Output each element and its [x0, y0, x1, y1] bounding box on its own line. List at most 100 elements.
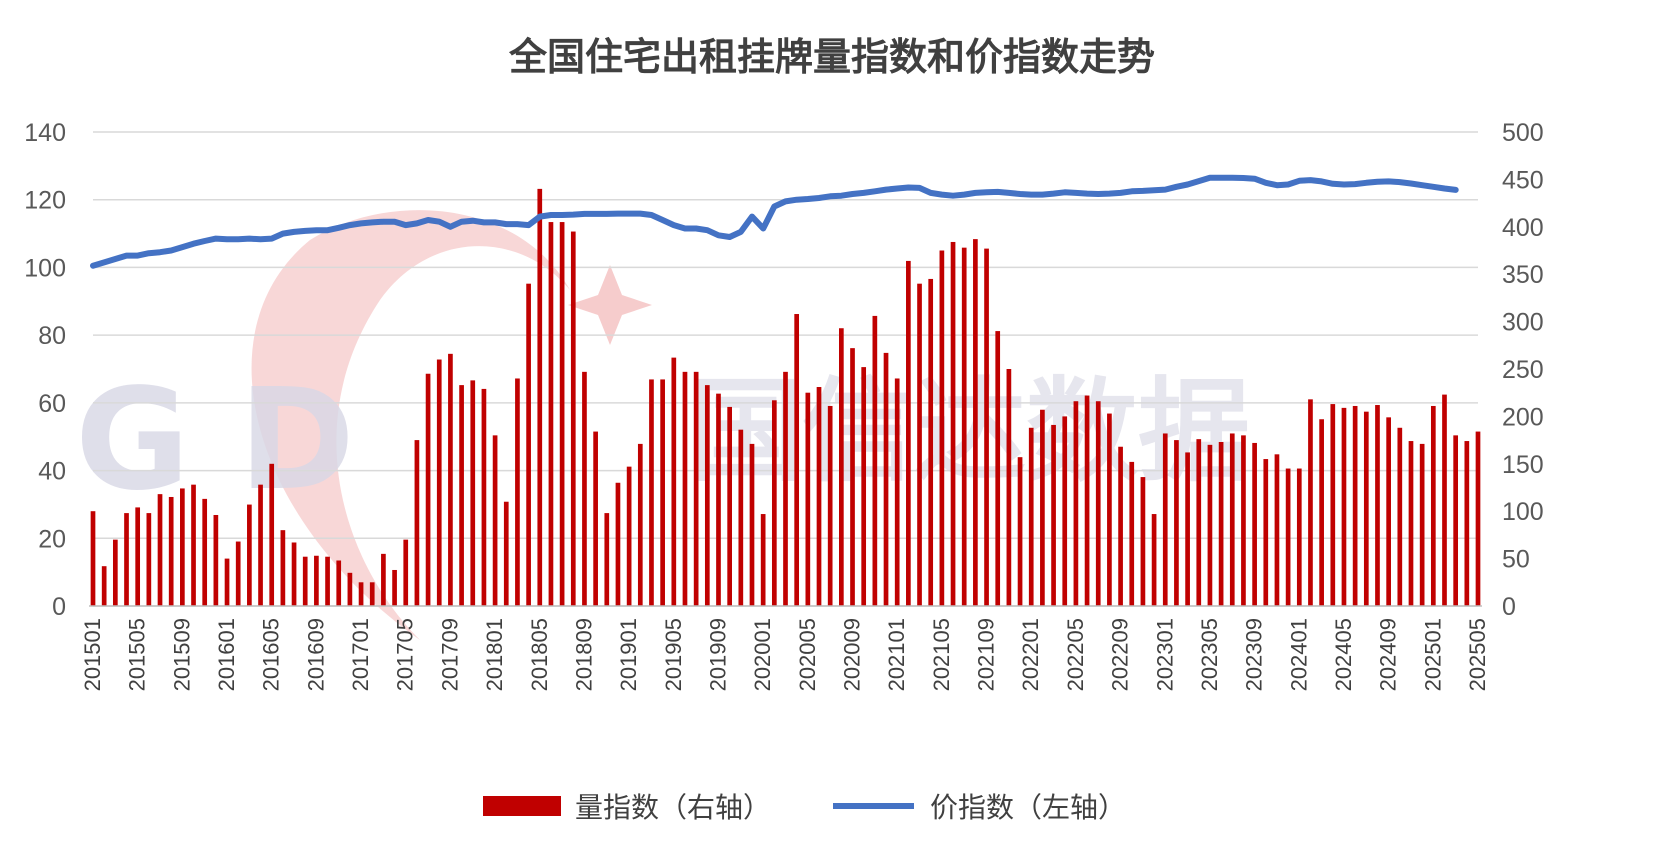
right-axis-tick: 50: [1502, 546, 1530, 574]
x-axis-tick: 202401: [1286, 618, 1311, 691]
bar: [492, 435, 498, 606]
x-axis-tick: 202505: [1465, 618, 1490, 691]
bar: [224, 558, 230, 606]
left-axis-tick: 120: [24, 187, 66, 215]
bar: [1285, 468, 1291, 606]
axis-layer: 0 20 40 60 80 100 120 140 0 50 100 150 200 250 300 350 4…: [24, 119, 1543, 691]
bar: [1006, 369, 1012, 606]
bar: [883, 352, 889, 606]
bar: [124, 513, 129, 606]
bar: [850, 348, 855, 606]
bar: [939, 250, 945, 606]
bar: [1375, 405, 1380, 606]
bar: [1296, 468, 1302, 606]
bar: [1319, 419, 1324, 606]
right-axis-tick: 200: [1502, 403, 1544, 431]
bar: [604, 513, 610, 606]
x-axis-tick: 201601: [214, 618, 239, 691]
bar: [738, 429, 744, 606]
left-axis-tick: 0: [52, 593, 66, 621]
bar: [1274, 454, 1280, 606]
bar: [693, 371, 699, 606]
x-axis-tick: 201809: [571, 618, 596, 691]
bar: [649, 379, 654, 606]
bar: [973, 239, 978, 606]
bar: [157, 494, 163, 606]
x-axis-tick: 202105: [929, 618, 954, 691]
x-axis-tick: 201705: [393, 618, 418, 691]
bar: [928, 278, 934, 606]
right-axis-tick: 300: [1502, 309, 1544, 337]
bar: [180, 488, 185, 606]
bar: [392, 569, 397, 606]
right-axis-tick: 400: [1502, 214, 1544, 242]
bar: [358, 582, 364, 606]
bar: [716, 393, 721, 606]
bar: [146, 513, 152, 606]
bar: [794, 314, 800, 606]
bar: [258, 484, 263, 606]
x-axis-tick: 201905: [661, 618, 686, 691]
bar: [1218, 441, 1224, 606]
bar: [704, 385, 710, 606]
bar: [135, 507, 141, 606]
x-axis-tick: 201509: [169, 618, 194, 691]
bar: [1453, 435, 1459, 606]
x-axis-tick: 202205: [1063, 618, 1088, 691]
bar: [1062, 416, 1068, 606]
bar: [503, 501, 509, 606]
bar: [280, 530, 286, 606]
bar: [861, 367, 867, 606]
x-axis-tick: 202201: [1018, 618, 1043, 691]
bar: [101, 566, 107, 606]
bar: [481, 388, 487, 606]
right-axis-tick: 100: [1502, 498, 1544, 526]
bar: [1386, 417, 1391, 606]
bar: [470, 380, 476, 606]
bar: [906, 260, 911, 606]
bar: [526, 283, 531, 606]
bar: [1040, 409, 1045, 606]
bar: [917, 283, 922, 606]
bar: [1352, 405, 1358, 606]
bar: [235, 541, 241, 606]
bar: [1095, 401, 1101, 606]
x-axis-tick: 202009: [840, 618, 865, 691]
bar: [682, 371, 688, 606]
x-axis-tick: 201805: [527, 618, 552, 691]
x-axis-tick: 202301: [1152, 618, 1177, 691]
bar: [1442, 394, 1447, 606]
bar: [984, 248, 989, 606]
bar: [291, 542, 297, 606]
bar: [537, 188, 543, 606]
bar: [302, 556, 308, 606]
bar: [403, 539, 409, 606]
bar: [548, 222, 554, 606]
left-axis-tick: 20: [38, 525, 66, 553]
bar: [582, 371, 587, 606]
bar: [314, 555, 319, 606]
bar: [381, 553, 386, 606]
bar: [783, 371, 788, 606]
bar: [1263, 459, 1269, 606]
right-axis-tick: 350: [1502, 261, 1544, 289]
bar: [1330, 404, 1336, 606]
bar: [559, 222, 565, 606]
watermark-logo: G D 国信达数据: [75, 210, 1250, 640]
x-axis-tick: 201901: [616, 618, 641, 691]
x-axis-tick: 202305: [1197, 618, 1222, 691]
bar: [637, 443, 643, 606]
bar: [191, 484, 196, 606]
x-axis-tick: 202005: [795, 618, 820, 691]
bar: [213, 514, 219, 606]
bar: [1162, 433, 1168, 606]
x-axis-tick: 201505: [125, 618, 150, 691]
x-axis-tick: 202501: [1420, 618, 1445, 691]
bar: [1464, 441, 1470, 606]
bar: [1207, 444, 1213, 606]
bar: [626, 466, 632, 606]
bar: [1397, 427, 1403, 606]
bar: [660, 379, 665, 606]
x-axis-tick: 201609: [303, 618, 328, 691]
